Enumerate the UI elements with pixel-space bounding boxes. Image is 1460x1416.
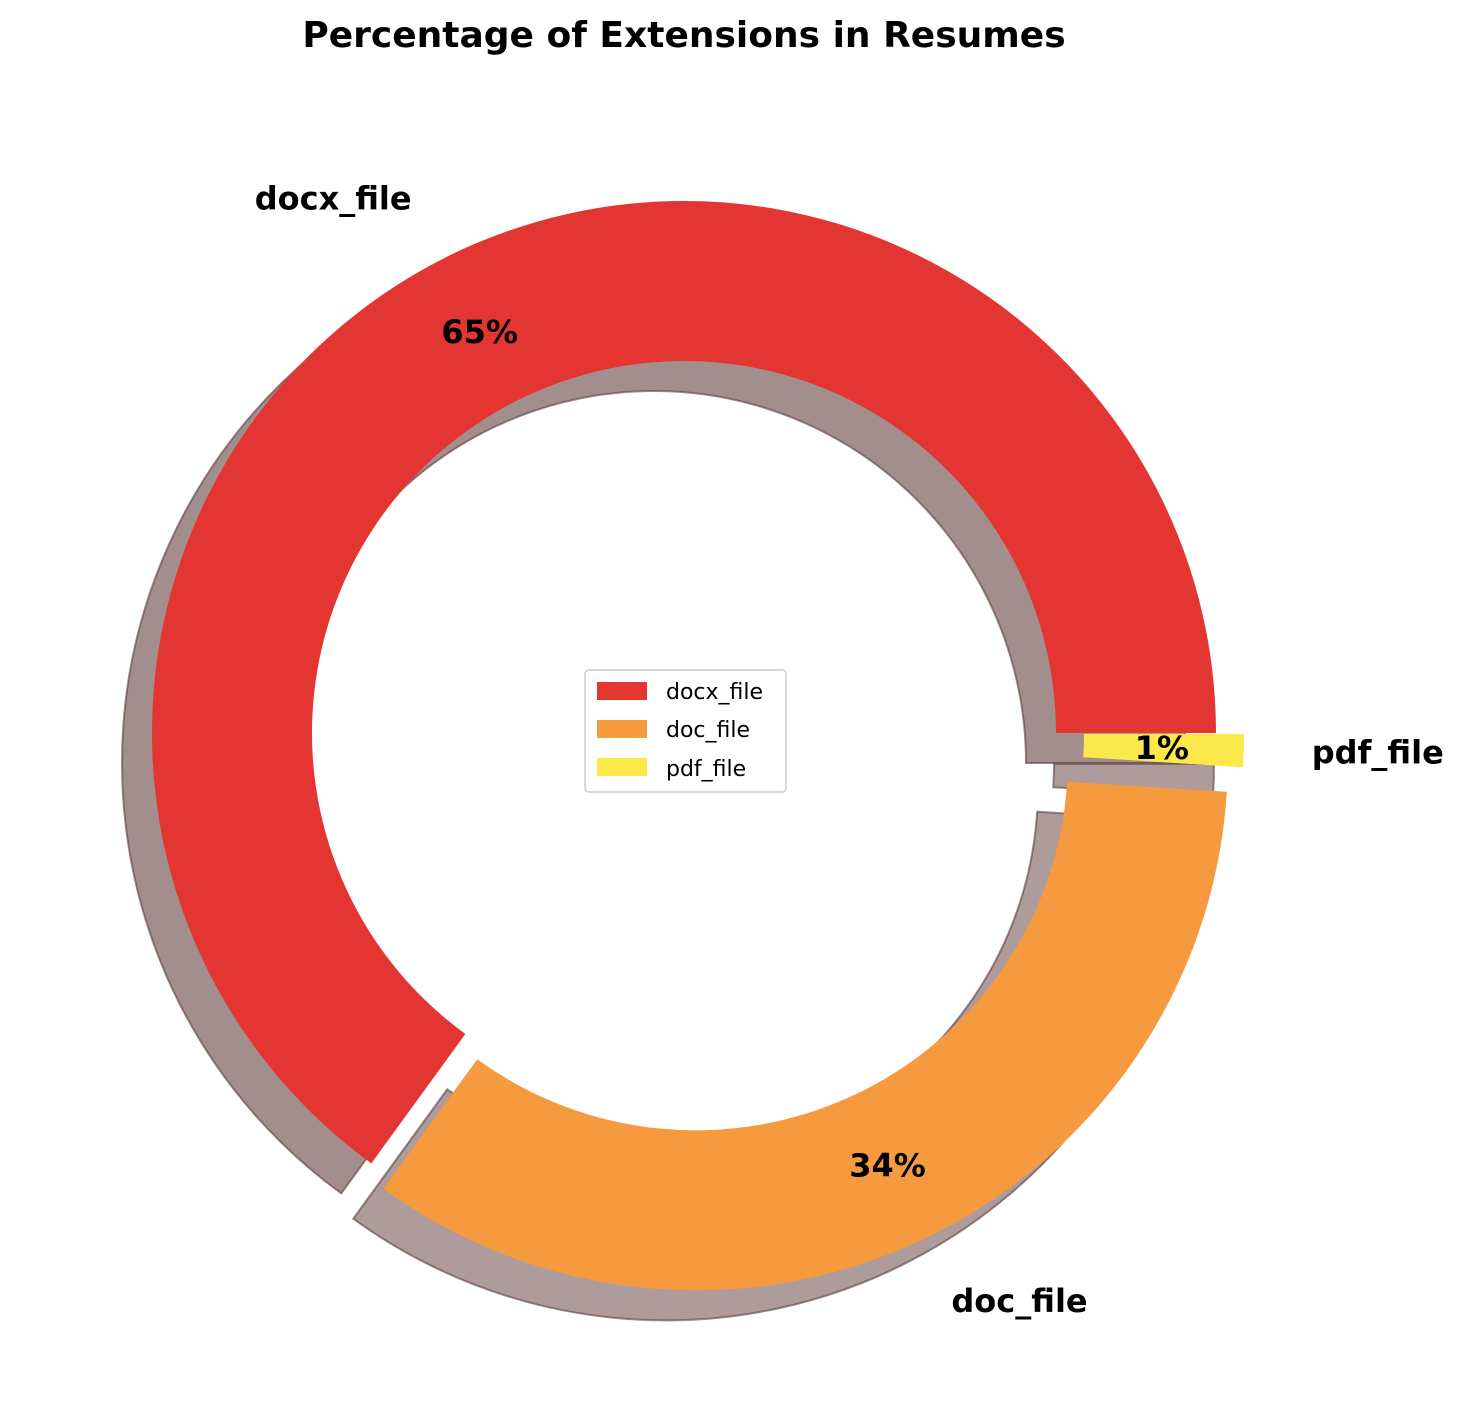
chart-title: Percentage of Extensions in Resumes: [302, 15, 1065, 56]
percentage-labels: 65% 34% 1%: [441, 313, 1189, 1184]
legend-label-pdf-file: pdf_file: [666, 757, 746, 782]
legend-swatch-pdf-file: [597, 758, 647, 776]
slice-docx-file: [151, 201, 1216, 1164]
legend-swatch-doc-file: [597, 720, 647, 738]
pct-label-pdf-file: 1%: [1135, 729, 1189, 767]
legend-swatch-docx-file: [597, 682, 647, 700]
legend: docx_file doc_file pdf_file: [584, 669, 787, 793]
category-label-pdf-file: pdf_file: [1312, 734, 1444, 772]
legend-label-doc-file: doc_file: [666, 718, 750, 743]
legend-label-docx-file: docx_file: [666, 680, 763, 705]
category-label-doc-file: doc_file: [951, 1282, 1087, 1320]
slice-pdf-file: [1083, 733, 1244, 768]
category-labels: docx_file doc_file pdf_file: [255, 179, 1444, 1320]
donut-slices: [151, 201, 1244, 1291]
slice-doc-file: [383, 781, 1227, 1291]
pct-label-docx-file: 65%: [441, 313, 518, 351]
category-label-docx-file: docx_file: [255, 179, 412, 217]
pct-label-doc-file: 34%: [849, 1147, 926, 1185]
